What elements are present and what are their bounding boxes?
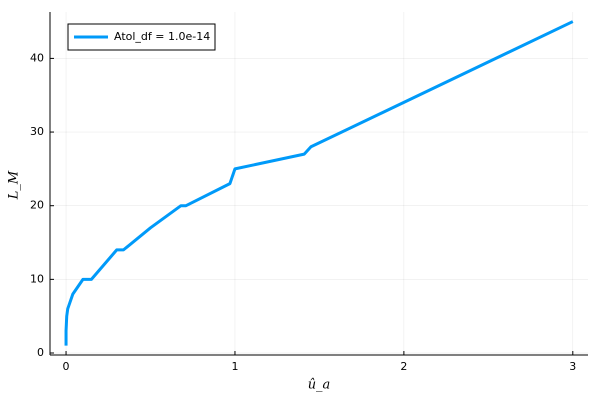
y-tick-label: 30 <box>30 125 44 138</box>
x-tick-label: 2 <box>400 360 407 373</box>
legend-label: Atol_df = 1.0e-14 <box>114 30 210 43</box>
y-axis-label: L_M <box>7 170 22 200</box>
x-axis-label: û_a <box>308 378 331 393</box>
y-tick-label: 10 <box>30 272 44 285</box>
x-tick-label: 3 <box>569 360 576 373</box>
y-tick-label: 20 <box>30 199 44 212</box>
y-tick-label: 0 <box>37 346 44 359</box>
line <box>64 20 574 346</box>
x-tick-label: 0 <box>63 360 70 373</box>
x-tick-label: 1 <box>231 360 238 373</box>
y-tick-label: 40 <box>30 51 44 64</box>
